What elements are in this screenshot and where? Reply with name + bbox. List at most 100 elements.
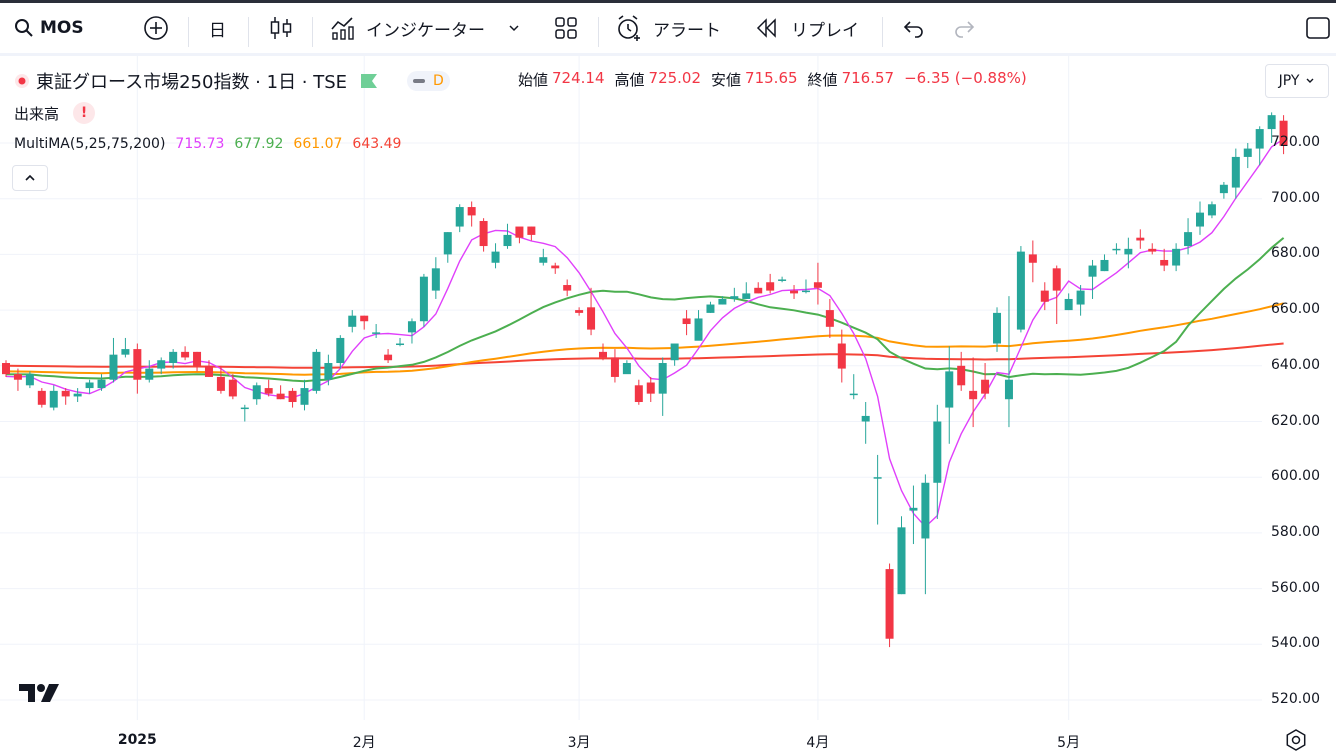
time-tick-label: 2025: [117, 732, 157, 748]
candle-down: [527, 226, 536, 235]
candle-up: [706, 304, 715, 313]
candle-down: [360, 315, 369, 322]
ma25-line: [5, 237, 1285, 383]
time-tick-label: 5月: [1057, 735, 1081, 751]
tradingview-logo[interactable]: [19, 682, 61, 704]
candle-up: [1207, 204, 1216, 216]
series-legend[interactable]: 東証グロース市場250指数 · 1日 · TSE D: [14, 66, 450, 96]
interval-button[interactable]: 日: [209, 3, 226, 53]
candle-down: [957, 365, 966, 386]
chevron-up-icon: [25, 174, 35, 181]
ma-label: MultiMA(5,25,75,200): [14, 136, 166, 152]
toolbar-divider: [188, 17, 189, 47]
candle-down: [790, 290, 799, 294]
candle-up: [407, 321, 416, 333]
candle-down: [276, 393, 285, 400]
candlestick-icon: [270, 17, 292, 39]
candle-down: [1028, 254, 1037, 263]
candle-down: [1136, 237, 1145, 241]
price-tick-label: 680.00: [1271, 245, 1320, 262]
candle-up: [240, 407, 249, 410]
price-tick-label: 700.00: [1271, 189, 1320, 206]
candle-up: [1064, 298, 1073, 311]
price-tick-label: 580.00: [1271, 523, 1320, 540]
templates-button[interactable]: [554, 3, 578, 53]
ma-legend[interactable]: MultiMA(5,25,75,200) 715.73 677.92 661.0…: [14, 136, 401, 152]
candle-up: [670, 343, 679, 361]
gear-icon[interactable]: [1285, 729, 1307, 751]
candle-up: [85, 382, 94, 389]
candle-down: [825, 310, 834, 327]
toolbar-divider: [312, 17, 313, 47]
ma5-line: [5, 138, 1284, 528]
low-value: 715.65: [745, 69, 798, 87]
price-tick-label: 600.00: [1271, 468, 1320, 485]
volume-legend[interactable]: 出来高 !: [14, 102, 96, 124]
indicators-icon: [331, 17, 354, 40]
candle-up: [419, 276, 428, 322]
price-chart[interactable]: [0, 56, 1336, 756]
candle-up: [396, 343, 405, 346]
flag-icon: [361, 74, 378, 88]
warning-icon[interactable]: !: [73, 102, 96, 124]
low-label: 安値: [711, 71, 742, 89]
candle-down: [479, 220, 488, 247]
candle-up: [1112, 248, 1121, 251]
alert-button[interactable]: アラート: [615, 3, 721, 53]
plus-circle-icon: [144, 16, 168, 40]
candle-down: [599, 351, 607, 358]
minus-icon: [413, 79, 426, 83]
candle-up: [993, 312, 1002, 344]
time-tick-label: 3月: [567, 735, 591, 751]
candle-up: [861, 415, 870, 422]
candle-down: [228, 379, 237, 397]
delay-badge-label: D: [433, 73, 444, 89]
candle-down: [133, 349, 142, 380]
candle-up: [742, 293, 751, 299]
candle-up: [897, 527, 906, 595]
candle-down: [766, 282, 775, 291]
symbol-search-button[interactable]: MOS: [14, 3, 84, 53]
candle-up: [372, 332, 381, 334]
price-tick-label: 720.00: [1271, 134, 1320, 150]
candlestick-series: [2, 112, 1288, 648]
candle-up: [324, 363, 333, 380]
compare-symbol-button[interactable]: [142, 3, 170, 53]
candle-up: [1124, 248, 1133, 255]
candle-down: [264, 388, 273, 394]
redo-button[interactable]: [952, 3, 976, 53]
candle-down: [646, 382, 655, 394]
candle-down: [204, 365, 213, 377]
candle-up: [658, 363, 667, 394]
candle-up: [503, 234, 512, 247]
candle-down: [575, 310, 584, 313]
delay-badge[interactable]: D: [407, 71, 450, 91]
price-tick-label: 660.00: [1271, 301, 1320, 318]
candle-down: [634, 385, 643, 403]
candle-down: [288, 390, 297, 403]
candle-up: [909, 507, 918, 511]
currency-button[interactable]: JPY: [1265, 64, 1329, 98]
indicators-button[interactable]: インジケーター: [330, 3, 521, 53]
undo-button[interactable]: [902, 3, 926, 53]
ma25-value: 677.92: [234, 136, 284, 152]
candle-up: [1219, 184, 1228, 194]
close-label: 終値: [807, 71, 838, 89]
fullscreen-button[interactable]: [1305, 3, 1331, 53]
ma75-line: [5, 302, 1284, 376]
collapse-legend-button[interactable]: [12, 165, 48, 191]
replay-label: リプレイ: [791, 20, 859, 41]
candle-up: [945, 371, 954, 408]
candle-down: [754, 287, 763, 294]
replay-button[interactable]: リプレイ: [755, 3, 859, 53]
candle-down: [1040, 290, 1049, 302]
chart-grid: [0, 56, 1262, 720]
candle-down: [13, 374, 22, 380]
candle-up: [1100, 259, 1109, 272]
time-tick-label: 4月: [806, 735, 830, 751]
toolbar-divider: [248, 17, 249, 47]
chart-type-button[interactable]: [268, 3, 294, 53]
candle-up: [431, 268, 440, 291]
candle-up: [169, 351, 178, 364]
open-label: 始値: [518, 71, 549, 89]
